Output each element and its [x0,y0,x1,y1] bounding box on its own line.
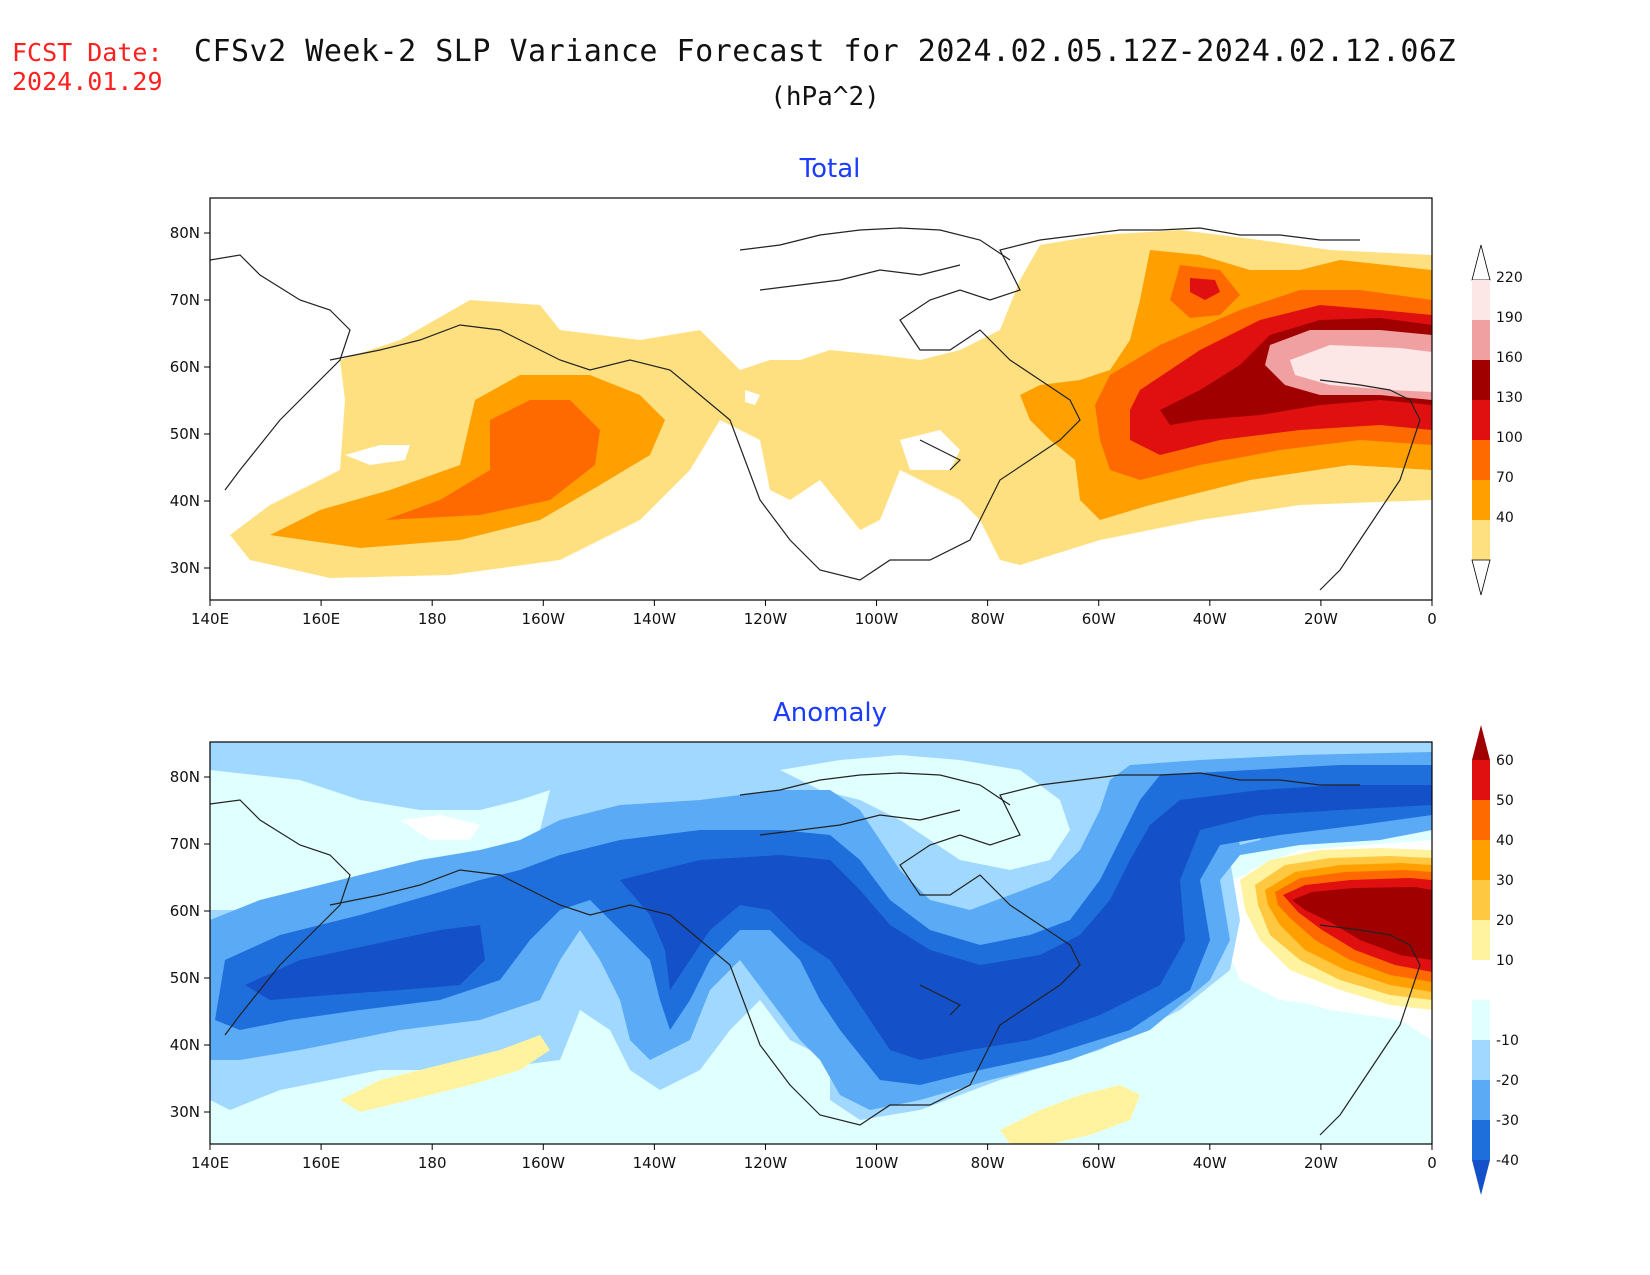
lat-tick-label: 40N [170,492,200,510]
colorbar-bottom-arrow [1472,1160,1490,1195]
colorbar-swatch [1472,440,1490,480]
colorbar-label: 160 [1496,350,1523,366]
colorbar-label: 20 [1496,913,1514,929]
total-field [230,230,1432,578]
colorbar-label: 190 [1496,310,1523,326]
lon-tick-label: 160E [302,1154,340,1172]
colorbar-label: -10 [1496,1033,1519,1049]
lon-tick-label: 20W [1304,610,1338,628]
lon-tick-label: 100W [855,610,899,628]
colorbars: 220 190 160 130 100 70 40 60 50 40 30 20 10 -10 -20 -30… [1471,244,1523,1195]
lat-tick-label: 50N [170,969,200,987]
anomaly-frame [209,741,1433,1145]
lon-tick-label: 140E [191,1154,229,1172]
lon-tick-label: 160W [522,1154,566,1172]
fcst-date-label: FCST Date: 2024.01.29 [12,38,163,96]
lon-tick-label: 160W [522,610,566,628]
colorbar-label: -40 [1496,1153,1519,1169]
colorbar-label: -20 [1496,1073,1519,1089]
colorbar-swatch [1472,320,1490,360]
fcst-label: FCST Date: [12,38,163,67]
lat-tick-label: 50N [170,425,200,443]
colorbar-swatch [1472,840,1490,880]
colorbar-swatch [1472,920,1490,960]
lat-tick-label: 70N [170,835,200,853]
colorbar-label: 70 [1496,470,1514,486]
colorbar-bottom-arrow [1471,559,1491,596]
colorbar-swatch [1472,520,1490,560]
total-frame [209,197,1433,601]
colorbar-top-arrow [1471,244,1491,281]
lon-tick-label: 0 [1427,610,1437,628]
figure-title: CFSv2 Week-2 SLP Variance Forecast for 2… [193,34,1457,69]
colorbar-swatch [1472,800,1490,840]
colorbar-label: 100 [1496,430,1523,446]
colorbar-swatch [1472,880,1490,920]
lon-tick-label: 160E [302,610,340,628]
lon-tick-label: 140W [633,610,677,628]
lon-tick-label: 40W [1193,610,1227,628]
lon-tick-label: 60W [1082,1154,1116,1172]
colorbar-label: 60 [1496,753,1514,769]
lon-tick-label: 40W [1193,1154,1227,1172]
colorbar-swatch [1472,1040,1490,1080]
lat-tick-label: 40N [170,1036,200,1054]
colorbar-label: 130 [1496,390,1523,406]
coastlines-total [210,227,1421,591]
figure-units: (hPa^2) [770,82,880,112]
colorbar-label: 10 [1496,953,1514,969]
anomaly-field [210,742,1432,1144]
lon-tick-label: 120W [744,1154,788,1172]
total-panel-title: Total [799,154,861,184]
colorbar-swatch [1472,360,1490,400]
colorbar-swatch [1472,1120,1490,1160]
lat-tick-label: 30N [170,559,200,577]
colorbar-swatch [1472,480,1490,520]
colorbar-swatch [1472,960,1490,1000]
map-axes: 140E 160E 180 160W 140W 120W 100W 80W 60W 40W 20W 0… [170,224,1437,1172]
lon-tick-label: 180 [418,610,447,628]
lon-tick-label: 80W [971,1154,1005,1172]
lat-tick-label: 80N [170,224,200,242]
colorbar-label: -30 [1496,1113,1519,1129]
fcst-date: 2024.01.29 [12,67,163,96]
colorbar-swatch [1472,400,1490,440]
lon-tick-label: 120W [744,610,788,628]
lon-tick-label: 0 [1427,1154,1437,1172]
lon-tick-label: 100W [855,1154,899,1172]
lon-tick-label: 60W [1082,610,1116,628]
lon-tick-label: 80W [971,610,1005,628]
colorbar-swatch [1472,280,1490,320]
lon-tick-label: 180 [418,1154,447,1172]
anomaly-panel-title: Anomaly [773,698,887,728]
colorbar-top-arrow [1472,725,1490,760]
colorbar-label: 50 [1496,793,1514,809]
colorbar-swatch [1472,1080,1490,1120]
colorbar-label: 40 [1496,833,1514,849]
lat-tick-label: 80N [170,768,200,786]
colorbar-swatch [1472,1000,1490,1040]
lat-tick-label: 60N [170,902,200,920]
colorbar-label: 220 [1496,270,1523,286]
lat-tick-label: 30N [170,1103,200,1121]
colorbar-label: 30 [1496,873,1514,889]
lon-tick-label: 140W [633,1154,677,1172]
lon-tick-label: 140E [191,610,229,628]
lat-tick-label: 70N [170,291,200,309]
coastlines-anomaly [210,772,1421,1136]
colorbar-label: 40 [1496,510,1514,526]
lat-tick-label: 60N [170,358,200,376]
colorbar-swatch [1472,760,1490,800]
lon-tick-label: 20W [1304,1154,1338,1172]
